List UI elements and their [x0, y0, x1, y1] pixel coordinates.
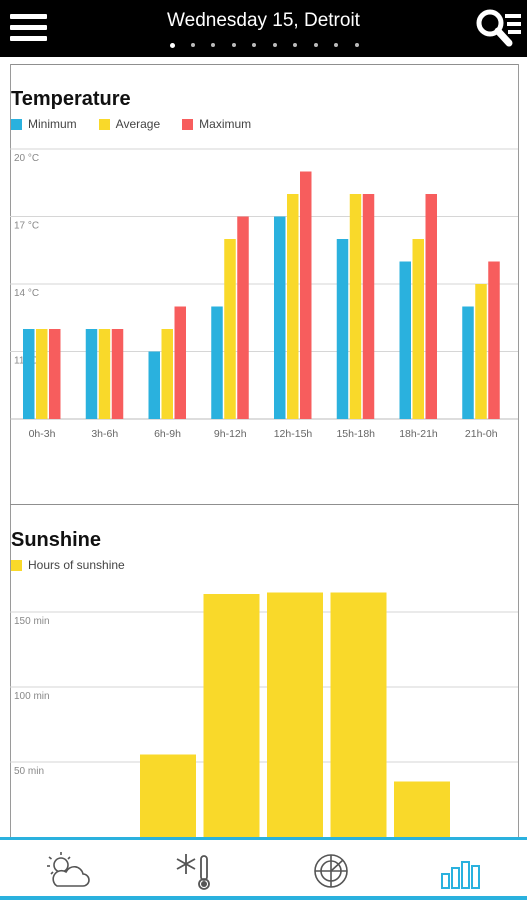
x-tick-label: 21h-0h: [465, 428, 498, 440]
x-tick-label: 3h-6h: [91, 428, 118, 440]
bar-maximum: [362, 194, 375, 419]
bar-sunshine: [140, 754, 196, 837]
legend-label: Maximum: [199, 117, 252, 131]
bar-average: [412, 239, 424, 419]
legend-item: Maximum: [182, 117, 251, 131]
legend-item: Hours of sunshine: [11, 558, 125, 572]
search-button[interactable]: [474, 6, 524, 52]
sunshine-legend: Hours of sunshine: [11, 558, 147, 572]
bar-minimum: [336, 239, 349, 419]
bar-average: [224, 239, 236, 419]
bar-sunshine: [330, 592, 387, 837]
page-dot[interactable]: [190, 43, 195, 47]
hamburger-icon-line: [10, 36, 47, 41]
bar-minimum: [462, 306, 474, 419]
bar-minimum: [85, 329, 98, 419]
x-tick-label: 18h-21h: [399, 428, 438, 440]
hamburger-icon-line: [10, 25, 47, 30]
bar-average: [36, 329, 48, 419]
legend-swatch: [182, 118, 194, 130]
bar-minimum: [23, 329, 35, 419]
page-dot[interactable]: [272, 43, 277, 47]
legend-swatch: [98, 118, 110, 130]
bar-maximum: [425, 194, 437, 419]
snowflake-thermometer-icon: [176, 854, 210, 890]
nav-temperature-detail[interactable]: [168, 848, 228, 894]
page-dot[interactable]: [354, 43, 359, 47]
search-list-icon: [476, 9, 521, 47]
page-dot[interactable]: [252, 43, 256, 47]
menu-button[interactable]: [10, 14, 48, 44]
bar-average: [161, 329, 173, 419]
page-title: Wednesday 15, Detroit: [167, 10, 360, 31]
legend-label: Average: [115, 117, 161, 131]
bar-maximum: [300, 171, 312, 419]
card-left-border: [10, 64, 11, 837]
page-dot[interactable]: [293, 43, 297, 47]
hamburger-icon-line: [10, 14, 47, 19]
nav-radar[interactable]: [301, 848, 361, 894]
x-tick-label: 15h-18h: [336, 428, 375, 440]
bar-minimum: [211, 306, 223, 419]
bar-maximum: [111, 329, 124, 419]
legend-item: Average: [98, 117, 161, 131]
temperature-legend: Minimum Average Maximum: [11, 117, 273, 131]
bar-maximum: [174, 306, 186, 419]
y-tick-label: 20 °C: [14, 153, 39, 164]
legend-swatch: [11, 559, 22, 571]
x-tick-label: 6h-9h: [154, 428, 181, 440]
y-tick-label: 50 min: [14, 766, 44, 777]
legend-label: Hours of sunshine: [28, 558, 125, 572]
sunshine-chart: 50 min 100 min 150 min: [10, 592, 518, 837]
page-dot[interactable]: [334, 43, 338, 47]
page-dot[interactable]: [170, 42, 175, 48]
bar-minimum: [399, 261, 411, 419]
bar-average: [98, 329, 111, 419]
bar-sunshine: [267, 592, 323, 837]
legend-swatch: [11, 118, 22, 130]
bar-average: [349, 194, 362, 419]
bar-minimum: [148, 351, 160, 419]
x-tick-label: 9h-12h: [214, 428, 247, 440]
nav-forecast[interactable]: [37, 848, 97, 894]
bar-maximum: [488, 261, 500, 419]
bar-chart-icon: [441, 861, 480, 889]
bar-average: [475, 284, 487, 419]
card-top-border: [10, 64, 519, 65]
page-dot[interactable]: [231, 43, 236, 47]
y-tick-label: 100 min: [14, 691, 50, 702]
bar-average: [287, 194, 299, 419]
bottom-accent-bar: [0, 896, 527, 900]
temperature-chart: 11 °C14 °C17 °C20 °C0h-3h3h-6h6h-9h9h-12…: [10, 148, 518, 440]
temperature-title: Temperature: [11, 88, 131, 110]
bottom-navigation: [0, 837, 527, 900]
x-tick-label: 12h-15h: [274, 428, 313, 440]
card-divider: [10, 504, 519, 505]
y-tick-label: 14 °C: [14, 288, 39, 299]
bar-minimum: [274, 216, 286, 419]
x-tick-label: 0h-3h: [29, 428, 56, 440]
top-app-bar: Wednesday 15, Detroit: [0, 0, 527, 57]
bar-sunshine: [394, 781, 450, 837]
y-tick-label: 150 min: [14, 616, 50, 627]
legend-label: Minimum: [28, 117, 77, 131]
nav-charts[interactable]: [432, 848, 492, 894]
partly-cloudy-icon: [47, 852, 90, 887]
y-tick-label: 17 °C: [14, 221, 39, 232]
legend-item: Minimum: [11, 117, 77, 131]
card-right-border: [518, 64, 519, 837]
page-indicator: [0, 42, 527, 51]
bar-maximum: [237, 216, 249, 419]
bar-sunshine: [203, 594, 260, 837]
radar-globe-icon: [314, 854, 348, 888]
page-dot[interactable]: [313, 43, 318, 47]
bar-maximum: [49, 329, 61, 419]
sunshine-title: Sunshine: [11, 529, 102, 551]
page-dot[interactable]: [211, 43, 215, 47]
